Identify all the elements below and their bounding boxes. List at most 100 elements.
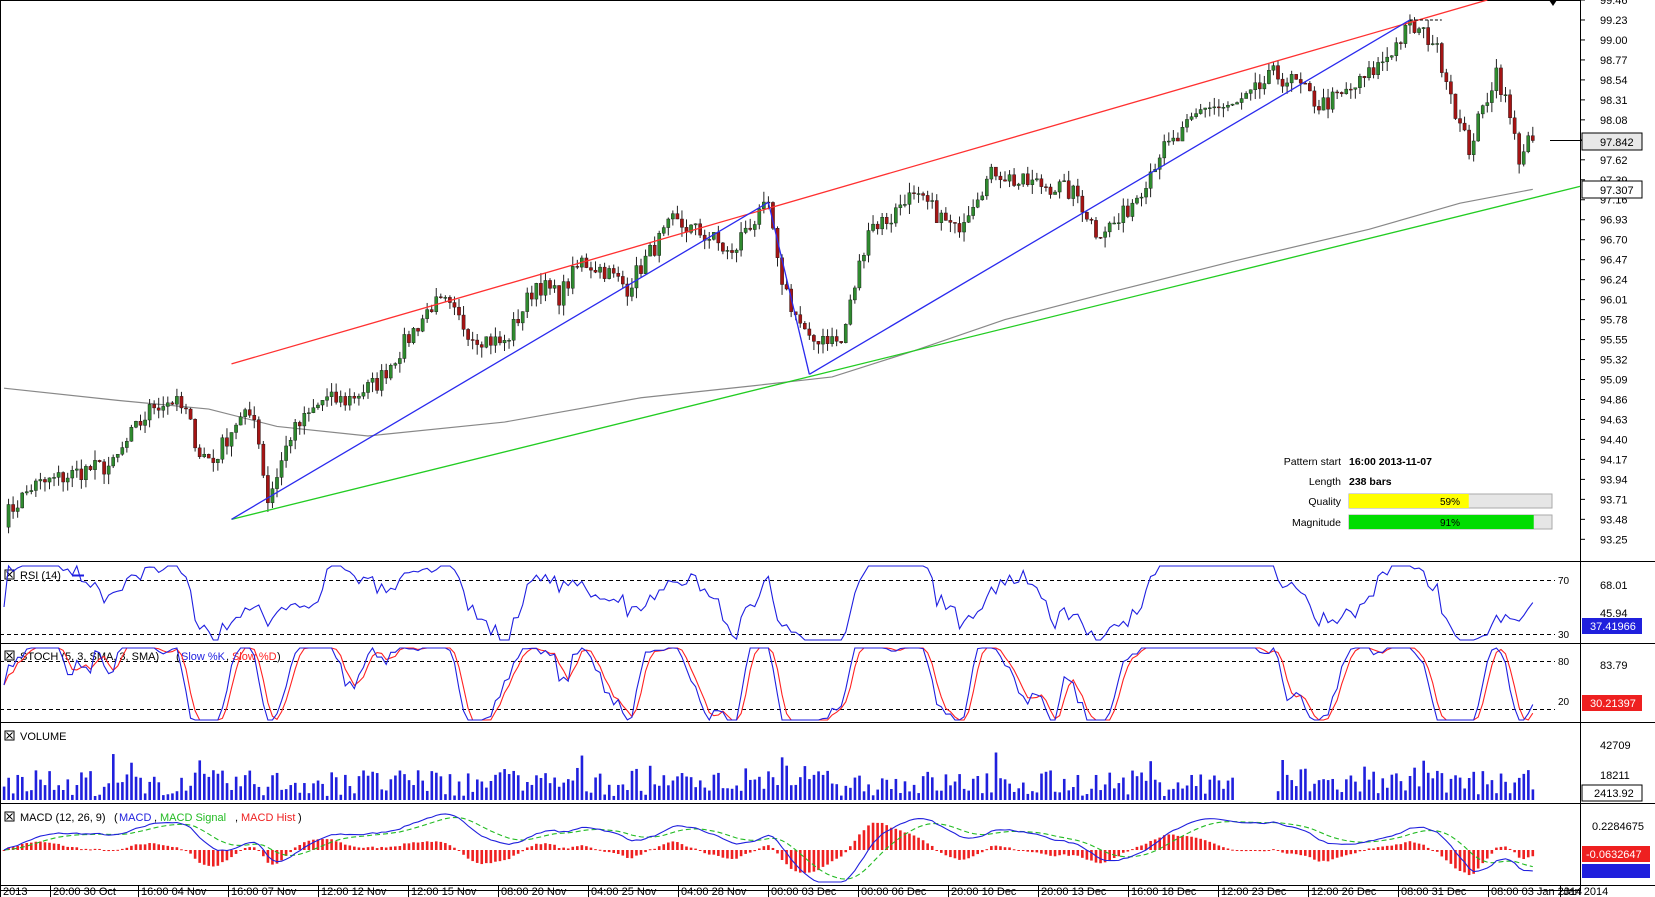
candle-body <box>825 336 830 344</box>
volume-bar <box>635 768 638 800</box>
volume-bar <box>266 786 270 800</box>
volume-bar <box>1040 773 1043 800</box>
volume-bar <box>871 795 875 800</box>
macd-hist-bar <box>66 846 69 850</box>
candle-body <box>853 287 857 301</box>
macd-hist-bar <box>780 850 784 860</box>
candle-body <box>1348 88 1353 91</box>
volume-bar <box>1117 783 1121 800</box>
macd-hist-bar <box>234 850 238 854</box>
candle-body <box>489 336 493 346</box>
candle-body <box>266 475 270 504</box>
candle-body <box>1335 91 1339 94</box>
time-tick-label: 08:00 31 Dec <box>1401 886 1467 897</box>
volume-bar <box>853 777 857 800</box>
candle-body <box>1176 137 1180 142</box>
macd-hist-bar <box>221 850 224 863</box>
macd-panel: MACD (12, 26, 9) ( MACD , MACD Signal , … <box>2 811 1650 883</box>
volume-bar <box>1190 774 1193 800</box>
volume-bar <box>1458 777 1462 800</box>
price-tick-label: 97.62 <box>1600 155 1628 167</box>
volume-bar <box>1181 788 1184 800</box>
candle-body <box>84 466 88 481</box>
macd-hist-bar <box>1144 843 1148 850</box>
macd-hist-bar <box>280 850 283 861</box>
candle-body <box>234 424 238 433</box>
candle-body <box>24 491 29 494</box>
macd-hist-bar <box>1308 850 1312 858</box>
volume-bar <box>2 786 6 800</box>
candle-body <box>1025 173 1030 185</box>
volume-bar <box>1135 776 1139 800</box>
volume-bar <box>280 789 283 800</box>
macd-hist-bar <box>1449 850 1453 864</box>
volume-bar <box>1349 775 1353 800</box>
candle-body <box>1353 87 1358 90</box>
candle-body <box>229 432 234 447</box>
volume-bar <box>585 791 588 800</box>
time-tick-label: 16:00 18 Dec <box>1131 886 1197 897</box>
resistance-line <box>231 0 1488 365</box>
volume-bar <box>712 774 716 800</box>
volume-bar <box>262 795 265 800</box>
volume-bar <box>66 779 70 800</box>
macd-hist-bar <box>1040 850 1043 854</box>
macd-hist-bar <box>630 850 634 859</box>
macd-hist-bar <box>485 850 488 864</box>
candle-body <box>957 223 962 233</box>
macd-hist-bar <box>275 850 279 864</box>
candle-body <box>1075 185 1080 197</box>
macd-hist-bar <box>903 832 907 850</box>
macd-hist-bar <box>316 839 320 850</box>
volume-bar <box>303 783 306 800</box>
candle-body <box>1253 82 1258 91</box>
candle-body <box>930 200 934 202</box>
last-price-box <box>1581 132 1643 151</box>
macd-hist-bar <box>512 850 515 856</box>
candle-body <box>657 233 661 256</box>
volume-bar <box>621 784 625 800</box>
volume-bar <box>489 780 493 800</box>
candle-body <box>548 280 552 289</box>
stoch-close-icon-glyph <box>6 652 13 659</box>
price-tick-label: 93.71 <box>1600 494 1628 506</box>
time-tick-label: 12:00 15 Nov <box>411 886 477 897</box>
volume-bar <box>466 773 470 800</box>
candle-body <box>798 314 803 324</box>
candle-body <box>1312 90 1317 107</box>
macd-hist-bar <box>1281 850 1284 853</box>
volume-bar <box>289 785 293 800</box>
volume-bar <box>931 777 934 800</box>
candle-body <box>743 227 748 233</box>
macd-hist-bar <box>1258 850 1262 852</box>
candle-body <box>1280 78 1285 87</box>
candle-body <box>416 328 420 332</box>
volume-bar <box>694 787 697 800</box>
candle-body <box>721 242 725 252</box>
candle-body <box>1426 27 1430 45</box>
scroll-arrow-icon[interactable] <box>1549 0 1557 6</box>
macd-hist-bar <box>1385 845 1389 850</box>
macd-hist-bar <box>821 850 825 867</box>
volume-bar <box>1176 782 1180 800</box>
macd-hist-bar <box>876 822 879 850</box>
volume-bar <box>1126 794 1130 800</box>
candle-body <box>980 195 985 201</box>
macd-hist-bar <box>2 850 6 851</box>
macd-hist-bar <box>926 843 929 850</box>
macd-hist-bar <box>102 850 106 851</box>
volume-bar <box>767 771 770 800</box>
candle-body <box>466 329 470 340</box>
price-tick-label: 98.54 <box>1600 75 1628 87</box>
volume-bar <box>16 774 20 800</box>
macd-hist-bar <box>11 846 15 850</box>
volume-bar <box>917 793 920 800</box>
volume-bar <box>1522 773 1526 800</box>
candle-body <box>1503 94 1508 96</box>
macd-hist-bar <box>1217 845 1221 850</box>
macd-hist-bar <box>603 850 606 852</box>
macd-hist-bar <box>134 844 138 850</box>
candle-body <box>1035 178 1039 181</box>
macd-hist-bar <box>52 843 56 850</box>
volume-bar <box>971 778 975 800</box>
